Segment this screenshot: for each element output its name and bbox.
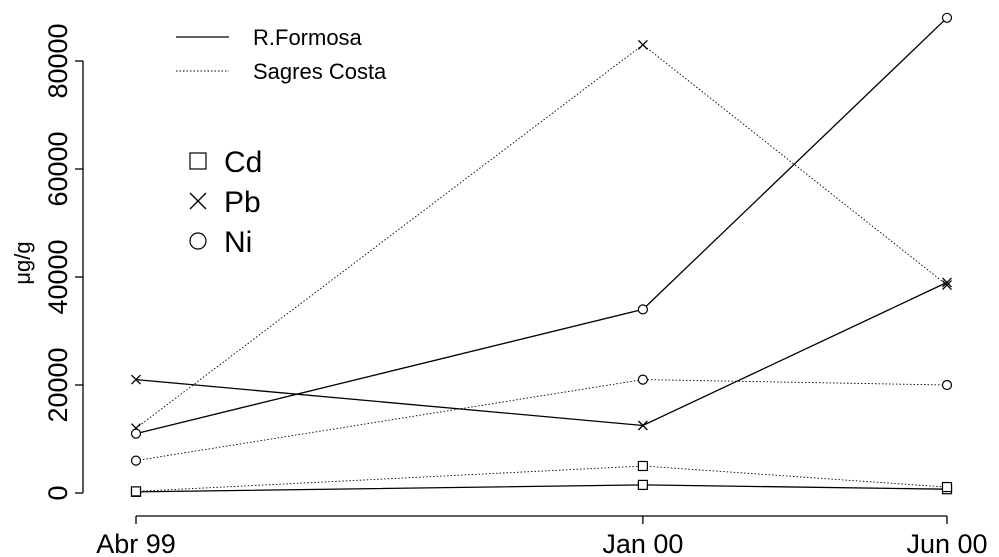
square-marker xyxy=(941,481,953,493)
cross-marker xyxy=(637,39,648,50)
legend-label: R.Formosa xyxy=(253,25,363,50)
y-axis-label: μg/g xyxy=(10,241,35,284)
series-line xyxy=(135,379,948,462)
square-marker xyxy=(637,460,648,472)
square-marker xyxy=(130,486,142,497)
y-tick-label: 0 xyxy=(43,485,73,500)
legend-label: Pb xyxy=(224,186,261,219)
square-marker xyxy=(189,152,207,170)
y-ticks: 0 20000 40000 60000 80000 xyxy=(43,23,83,501)
x-tick-label: Jun 00 xyxy=(906,529,987,557)
x-ticks: Abr 99 Jan 00 Jun 00 xyxy=(96,516,988,557)
linetype-legend: R.Formosa Sagres Costa xyxy=(176,25,387,84)
circle-marker xyxy=(130,455,142,466)
y-tick-label: 60000 xyxy=(43,131,73,206)
x-tick-label: Jan 00 xyxy=(602,529,683,557)
series-ni-sagres xyxy=(130,374,953,466)
circle-marker xyxy=(189,232,207,250)
marker-legend: Cd Pb Ni xyxy=(189,146,262,259)
series-line xyxy=(135,44,948,429)
series-pb-sagres xyxy=(131,39,952,434)
legend-label: Cd xyxy=(224,146,262,179)
axes xyxy=(82,61,947,517)
circle-marker xyxy=(941,12,953,23)
series-line xyxy=(135,484,948,493)
cross-marker xyxy=(942,280,952,291)
legend-label: Ni xyxy=(224,226,252,259)
square-marker xyxy=(637,479,648,490)
series-cd-formosa xyxy=(130,479,953,498)
series-pb-formosa xyxy=(131,277,952,431)
series-ni-formosa xyxy=(130,12,953,439)
legend-label: Sagres Costa xyxy=(253,59,387,84)
cross-marker xyxy=(131,374,141,385)
circle-marker xyxy=(130,428,142,439)
y-tick-label: 20000 xyxy=(43,347,73,422)
circle-marker xyxy=(637,374,648,385)
y-tick-label: 80000 xyxy=(43,23,73,98)
circle-marker xyxy=(637,304,648,315)
series-layer xyxy=(130,12,953,498)
y-tick-label: 40000 xyxy=(43,239,73,314)
cross-marker xyxy=(637,420,648,431)
cross-marker xyxy=(942,277,952,288)
series-cd-sagres xyxy=(130,460,953,497)
cross-marker xyxy=(189,192,207,210)
circle-marker xyxy=(941,379,953,391)
x-tick-label: Abr 99 xyxy=(96,529,176,557)
